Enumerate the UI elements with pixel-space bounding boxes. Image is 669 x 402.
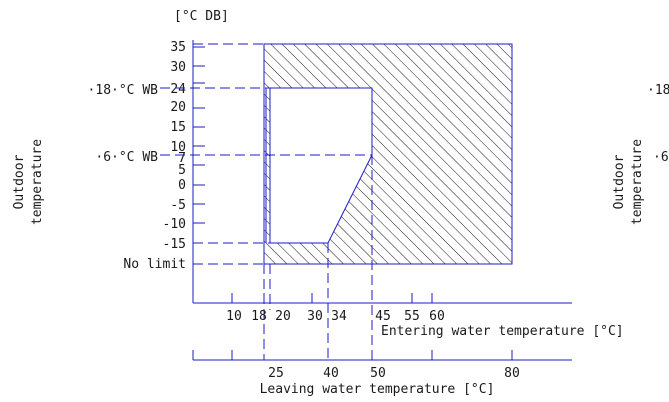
entering-axis-ticks (231, 293, 433, 303)
y-tick-label: -10 (163, 217, 186, 232)
y-tick-label: 20 (170, 100, 186, 115)
entering-tick-label: 18 (251, 309, 267, 324)
y-tick-label: 0 (178, 178, 186, 193)
entering-tick-label: 60 (429, 309, 445, 324)
y-tick-label: 35 (170, 40, 186, 55)
y-tick-label: -15 (163, 237, 186, 252)
y-tick-label: 24 (170, 82, 186, 97)
leaving-axis-title: Leaving water temperature [°C] (260, 382, 495, 397)
clipped-y-axis-title-line1: Outdoor (612, 154, 627, 209)
y-tick-label: 7 (178, 151, 186, 166)
no-limit-label: No limit (123, 257, 186, 272)
leaving-tick-labels: 25 40 50 80 (268, 366, 520, 381)
clipped-wb18-label: ·18 (647, 83, 669, 98)
y-tick-label: 10 (170, 140, 186, 155)
leaving-tick-label: 80 (504, 366, 520, 381)
y-tick-label: 5 (178, 163, 186, 178)
y-tick-label: 30 (170, 60, 186, 75)
wb6-label: ·6·°C WB (95, 150, 158, 165)
entering-tick-label: 30 (307, 309, 323, 324)
leaving-tick-label: 50 (370, 366, 386, 381)
entering-tick-label: 34 (331, 309, 347, 324)
leaving-tick-label: 40 (323, 366, 339, 381)
entering-tick-label: 20 (275, 309, 291, 324)
clipped-wb6-label: ·6 (653, 150, 669, 165)
y-tick-labels: 35 30 24 20 15 10 7 5 0 -5 -10 -15 (163, 40, 187, 252)
entering-axis-title: Entering water temperature [°C] (381, 324, 624, 339)
y-axis-ticks (193, 46, 205, 224)
y-tick-label: 15 (170, 120, 186, 135)
wb18-label: ·18·°C WB (88, 83, 159, 98)
dashed-guides (160, 43, 373, 360)
entering-tick-label: 10 (226, 309, 242, 324)
entering-tick-label: 55 (404, 309, 420, 324)
y-tick-label: -5 (170, 198, 186, 213)
unit-label: [°C DB] (174, 9, 229, 24)
entering-tick-label: 45 (375, 309, 391, 324)
y-axis-title-line1: Outdoor (12, 154, 27, 209)
leaving-axis-ticks (192, 350, 513, 360)
leaving-tick-label: 25 (268, 366, 284, 381)
clipped-y-axis-title-line2: temperature (630, 139, 645, 225)
y-axis-title-line2: temperature (30, 139, 45, 225)
entering-tick-labels: 10 18 20 30 34 45 55 60 (226, 309, 445, 324)
